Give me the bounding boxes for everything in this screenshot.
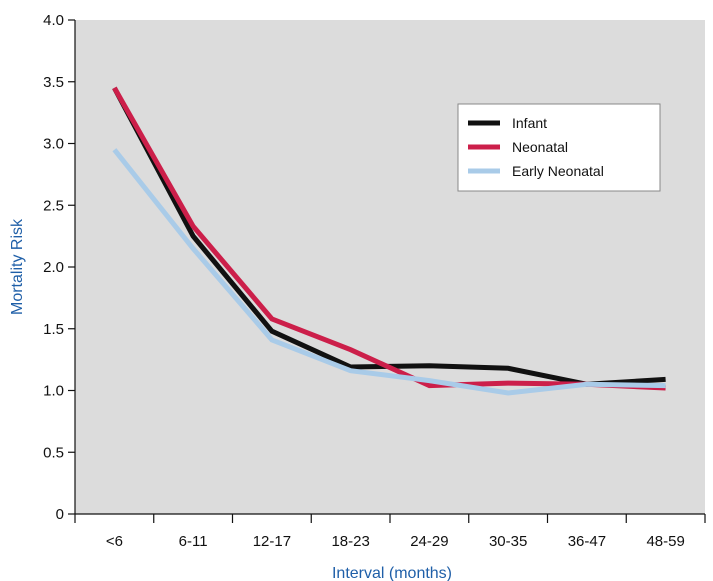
y-axis-title: Mortality Risk: [9, 218, 26, 315]
legend-label: Early Neonatal: [512, 163, 604, 179]
x-tick-label: 30-35: [489, 533, 527, 550]
y-tick-label: 1.5: [43, 321, 64, 338]
x-axis-title: Interval (months): [332, 565, 452, 581]
y-tick-label: 1.0: [43, 383, 64, 400]
x-tick-label: 36-47: [568, 533, 606, 550]
legend: Infant Neonatal Early Neonatal: [457, 103, 661, 192]
y-tick-label: 0.5: [43, 444, 64, 461]
x-axis: <6 6-11 12-17 18-23 24-29 30-35 36-47 48-59: [74, 513, 706, 550]
series-line-early-neonatal: [112, 148, 666, 396]
y-tick-label: 2.5: [43, 197, 64, 214]
y-tick-label: 3.5: [43, 74, 64, 91]
x-tick-label: 48-59: [646, 533, 684, 550]
x-tick-label: 6-11: [179, 533, 208, 550]
legend-label: Infant: [512, 115, 547, 131]
y-tick-label: 0: [56, 506, 64, 523]
x-tick-label: 24-29: [410, 533, 448, 550]
plot-area: [75, 20, 705, 514]
series-lines: [112, 86, 666, 396]
legend-label: Neonatal: [512, 139, 568, 155]
y-tick-label: 4.0: [43, 12, 64, 29]
x-tick-label: <6: [106, 533, 123, 550]
x-tick-label: 18-23: [331, 533, 369, 550]
x-tick-label: 12-17: [253, 533, 291, 550]
y-tick-label: 2.0: [43, 259, 64, 276]
y-tick-label: 3.0: [43, 136, 64, 153]
y-axis: 0 0.5 1.0 1.5 2.0 2.5 3.0 3.5 4.0: [43, 12, 76, 523]
